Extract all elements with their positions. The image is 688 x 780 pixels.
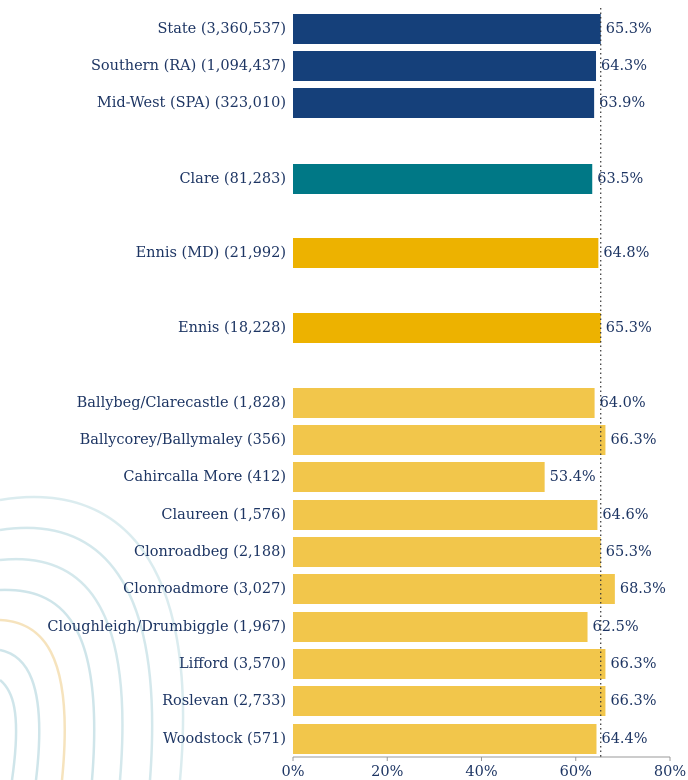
chart: State (3,360,537) 65.3% Southern (RA) (1,0… [0,0,688,780]
x-tick-label: 40% [465,764,497,780]
category-label: Ennis (MD) (21,992) [136,245,286,261]
x-tick-label: 80% [654,764,686,780]
category-label: Clare (81,283) [179,171,286,187]
category-label: Clonroadmore (3,027) [123,581,286,597]
background-decoration [0,497,183,780]
x-tick-label: 60% [560,764,592,780]
value-label: 66.3% [610,432,656,448]
bar [293,164,592,194]
bar [293,313,601,343]
value-label: 65.3% [606,544,652,560]
bar [293,462,545,492]
value-label: 64.4% [601,731,647,747]
x-tick-label: 0% [281,764,304,780]
bar [293,574,615,604]
category-label: Ennis (18,228) [178,320,286,336]
category-label: Roslevan (2,733) [162,693,286,709]
value-label: 64.0% [600,395,646,411]
value-label: 65.3% [606,21,652,37]
bar [293,238,598,268]
value-label: 64.3% [601,58,647,74]
value-label: 63.5% [597,171,643,187]
category-label: Clonroadbeg (2,188) [134,544,286,560]
category-label: Lifford (3,570) [179,656,286,672]
value-label: 65.3% [606,320,652,336]
bar [293,649,605,679]
category-label: Cahircalla More (412) [123,469,286,485]
bar [293,425,605,455]
value-label: 63.9% [599,95,645,111]
x-tick-label: 20% [371,764,403,780]
bar [293,88,594,118]
category-label: State (3,360,537) [157,21,286,37]
category-label: Claureen (1,576) [161,507,286,523]
category-label: Ballybeg/Clarecastle (1,828) [77,395,286,411]
bar [293,51,596,81]
value-label: 64.8% [603,245,649,261]
value-label: 64.6% [602,507,648,523]
category-label: Southern (RA) (1,094,437) [91,58,286,74]
value-label: 66.3% [610,693,656,709]
bar [293,537,601,567]
category-label: Mid-West (SPA) (323,010) [97,95,286,111]
category-label: Woodstock (571) [163,731,286,747]
value-label: 68.3% [620,581,666,597]
value-label: 53.4% [550,469,596,485]
category-label: Cloughleigh/Drumbiggle (1,967) [47,619,286,635]
bar [293,388,595,418]
value-label: 66.3% [610,656,656,672]
bar [293,14,601,44]
bar [293,686,605,716]
bar [293,612,588,642]
bar [293,724,596,754]
category-label: Ballycorey/Ballymaley (356) [80,432,286,448]
bar [293,500,597,530]
value-label: 62.5% [593,619,639,635]
